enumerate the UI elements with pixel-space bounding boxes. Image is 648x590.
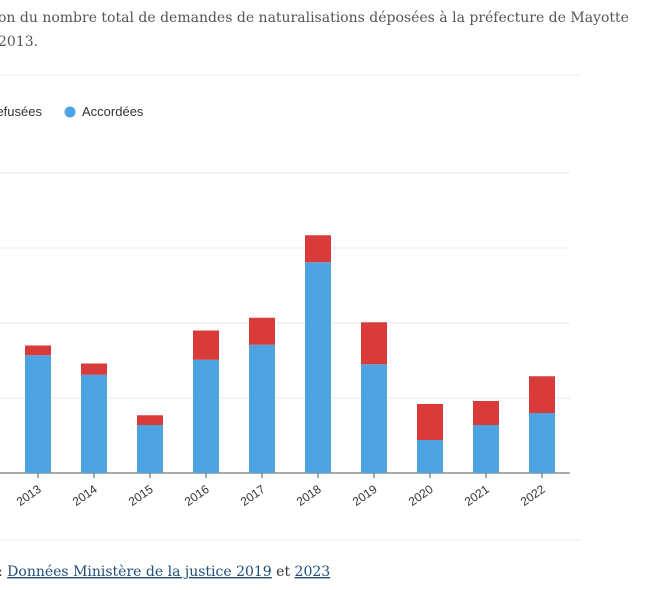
bar-segment [417, 440, 443, 473]
legend-label: Accordées [82, 104, 144, 119]
bar-segment [473, 425, 499, 473]
bar-segment [81, 363, 107, 375]
bar-segment [193, 359, 219, 473]
x-tick-label: 2018 [294, 482, 324, 509]
bar-segment [25, 355, 51, 473]
bar-segment [193, 330, 219, 360]
x-tick-label: 2013 [14, 482, 44, 509]
x-tick-label: 2019 [350, 482, 380, 509]
bar-segment [25, 345, 51, 356]
x-tick-label: 2020 [406, 482, 436, 509]
bar-segment [137, 415, 163, 425]
x-tick-label: 2022 [518, 482, 548, 509]
bar-segment [361, 322, 387, 365]
x-tick-label: 2021 [462, 482, 492, 509]
bar-segment [529, 376, 555, 413]
x-tick-label: 2014 [70, 482, 100, 509]
source-link[interactable]: Données Ministère de la justice 2019 [7, 564, 272, 580]
bar-segment [417, 404, 443, 440]
bar-segment [249, 344, 275, 473]
bar-segment [81, 374, 107, 473]
bar-segment [137, 425, 163, 473]
x-tick-label: 2016 [182, 482, 212, 509]
x-tick-label: 2015 [126, 482, 156, 509]
bar-segment [529, 413, 555, 473]
x-tick-label: 2017 [238, 482, 268, 509]
bar-segment [361, 364, 387, 473]
bar-segment [249, 317, 275, 345]
bar-segment [305, 262, 331, 473]
source-prefix: : [0, 564, 3, 580]
legend-label: efusées [0, 104, 42, 119]
bar-segment [305, 235, 331, 263]
bar-segment [473, 401, 499, 425]
source-link[interactable]: 2023 [295, 564, 331, 580]
subtitle: 2013. [0, 34, 38, 50]
source-text: et [276, 564, 290, 580]
legend-swatch [64, 106, 76, 118]
subtitle: on du nombre total de demandes de natura… [0, 9, 629, 26]
source: : Données Ministère de la justice 2019 e… [0, 564, 330, 580]
